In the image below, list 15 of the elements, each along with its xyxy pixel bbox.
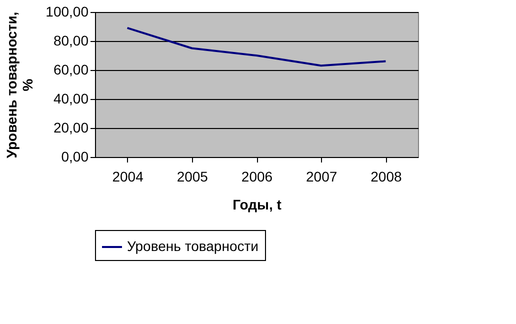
x-tick-label: 2005 bbox=[176, 168, 208, 184]
x-tick-label: 2004 bbox=[112, 168, 144, 184]
y-tick-label: 60,00 bbox=[53, 62, 89, 78]
x-axis-title: Годы, t bbox=[232, 196, 282, 212]
line-series bbox=[126, 26, 387, 67]
y-tick-label: 80,00 bbox=[53, 32, 89, 48]
x-tick-label: 2008 bbox=[370, 168, 402, 184]
y-axis-title: Уровень товарности, % bbox=[4, 12, 36, 158]
x-tick-label: 2006 bbox=[241, 168, 273, 184]
y-tick-label: 40,00 bbox=[53, 90, 89, 106]
x-tick-label: 2007 bbox=[306, 168, 338, 184]
legend-label: Уровень товарности bbox=[127, 238, 258, 254]
y-tick-label: 100,00 bbox=[46, 4, 89, 20]
y-tick-label: 20,00 bbox=[53, 120, 89, 136]
y-tick-label: 0,00 bbox=[61, 148, 89, 164]
